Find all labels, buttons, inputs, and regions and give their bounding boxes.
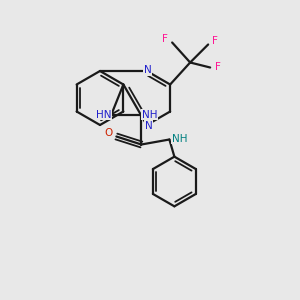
Text: F: F	[215, 62, 221, 73]
Text: F: F	[162, 34, 168, 44]
Text: N: N	[145, 121, 153, 131]
Text: F: F	[212, 35, 218, 46]
Text: HN: HN	[96, 110, 111, 119]
Text: NH: NH	[142, 110, 157, 119]
Text: N: N	[144, 65, 152, 75]
Text: O: O	[104, 128, 112, 139]
Text: NH: NH	[172, 134, 187, 143]
